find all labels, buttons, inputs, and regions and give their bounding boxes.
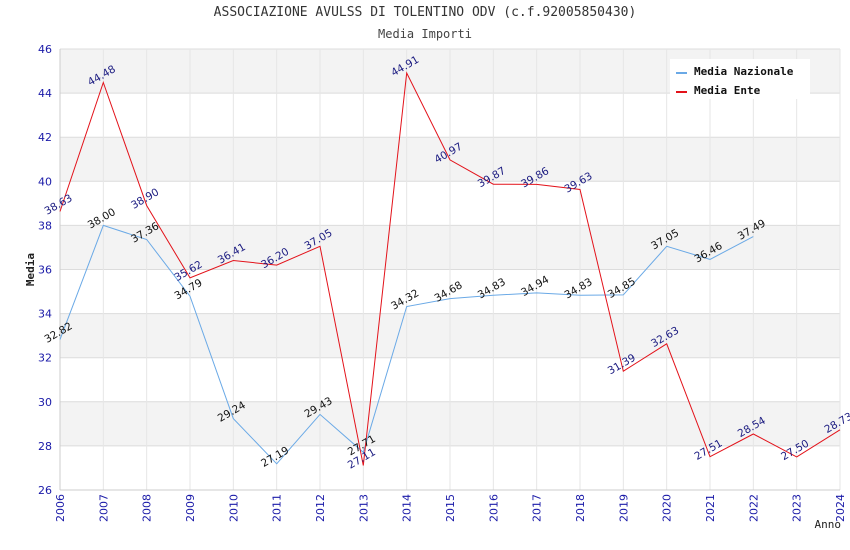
- chart-subtitle: Media Importi: [378, 27, 472, 41]
- x-tick-label: 2017: [531, 494, 544, 522]
- legend-entry: Media Nazionale: [694, 65, 794, 78]
- x-tick-label: 2007: [97, 494, 110, 522]
- x-tick-label: 2016: [487, 494, 500, 522]
- x-tick-label: 2010: [227, 494, 240, 522]
- series-line-media-nazionale: [59, 224, 754, 465]
- x-tick-label: 2013: [357, 494, 370, 522]
- y-tick-label: 36: [38, 264, 52, 277]
- y-tick-label: 42: [38, 131, 52, 144]
- x-tick-label: 2021: [704, 494, 717, 522]
- legend: Media Nazionale Media Ente: [670, 59, 810, 99]
- y-tick-label: 30: [38, 396, 52, 409]
- y-tick-label: 26: [38, 484, 52, 497]
- y-tick-label: 38: [38, 219, 52, 232]
- x-axis-title: Anno: [815, 518, 842, 531]
- x-tick-label: 2019: [617, 494, 630, 522]
- x-tick-label: 2015: [444, 494, 457, 522]
- chart-title: ASSOCIAZIONE AVULSS DI TOLENTINO ODV (c.…: [213, 5, 637, 20]
- legend-entry: Media Ente: [694, 84, 761, 97]
- x-tick-label: 2011: [271, 494, 284, 522]
- axes: [59, 49, 840, 491]
- x-tick-label: 2012: [314, 494, 327, 522]
- x-tick-label: 2008: [141, 494, 154, 522]
- y-tick-label: 46: [38, 43, 52, 56]
- x-tick-label: 2006: [54, 494, 67, 522]
- x-tick-label: 2022: [747, 494, 760, 522]
- y-tick-label: 40: [38, 175, 52, 188]
- series-lines: [59, 71, 841, 466]
- x-tick-label: 2018: [574, 494, 587, 522]
- y-tick-label: 28: [38, 440, 52, 453]
- x-tick-label: 2014: [401, 494, 414, 522]
- x-tick-label: 2009: [184, 494, 197, 522]
- x-tick-label: 2024: [834, 494, 847, 522]
- y-tick-label: 44: [38, 87, 52, 100]
- series-line-media-ente: [59, 71, 841, 466]
- y-tick-label: 34: [38, 308, 52, 321]
- legend-box: [670, 59, 810, 99]
- y-tick-label: 32: [38, 352, 52, 365]
- y-axis-title: Media: [24, 253, 37, 286]
- x-tick-labels: 2006 2007 2008 2009 2010 2011 2012 2013 2014 2015…: [54, 494, 847, 522]
- x-tick-label: 2020: [661, 494, 674, 522]
- y-tick-labels: 26 28 30 32 34 36 38 40 42 44 46: [38, 43, 52, 497]
- x-tick-label: 2023: [791, 494, 804, 522]
